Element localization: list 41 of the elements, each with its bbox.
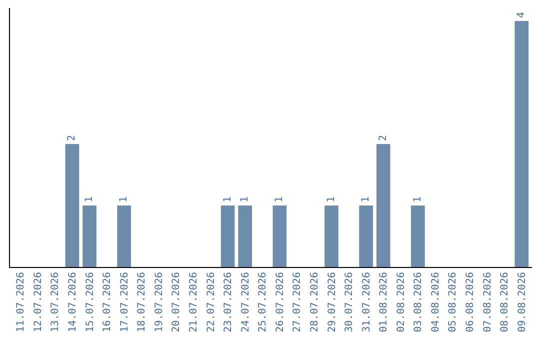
x-tick-label: 29.07.2026 (326, 272, 338, 332)
x-tick-label: 26.07.2026 (274, 272, 286, 332)
x-tick-label: 25.07.2026 (258, 272, 269, 332)
x-tick-label: 07.08.2026 (482, 272, 494, 332)
x-tick-label: 24.07.2026 (240, 272, 252, 332)
data-label: 1 (118, 196, 130, 202)
data-label: 1 (326, 196, 337, 202)
data-label: 1 (240, 196, 251, 202)
x-tick-label: 31.07.2026 (361, 272, 372, 332)
x-tick-label: 16.07.2026 (102, 272, 114, 332)
x-tick-label: 09.08.2026 (516, 272, 528, 332)
data-label: 1 (360, 196, 372, 202)
x-tick-label: 18.07.2026 (136, 272, 148, 332)
x-tick-label: 08.08.2026 (500, 272, 511, 332)
x-tick-label: 22.07.2026 (206, 272, 217, 332)
x-tick-label: 04.08.2026 (430, 272, 442, 332)
x-tick-label: 21.07.2026 (188, 272, 200, 332)
x-tick-label: 01.08.2026 (378, 272, 390, 332)
data-label: 2 (66, 134, 78, 141)
x-tick-label: 30.07.2026 (344, 272, 356, 332)
x-tick-label: 28.07.2026 (309, 272, 320, 332)
data-label: 1 (274, 196, 286, 202)
data-label: 1 (412, 196, 424, 202)
data-label: 1 (84, 196, 96, 202)
x-tick-label: 02.08.2026 (396, 272, 407, 332)
x-tick-label: 17.07.2026 (119, 272, 130, 332)
x-tick-label: 19.07.2026 (154, 272, 165, 332)
x-tick-label: 11.07.2026 (16, 272, 27, 332)
x-tick-label: 15.07.2026 (84, 272, 96, 332)
data-label: 1 (222, 196, 234, 202)
x-tick-label: 23.07.2026 (223, 272, 234, 332)
x-tick-label: 12.07.2026 (32, 272, 44, 332)
x-tick-label: 27.07.2026 (292, 272, 304, 332)
x-tick-label: 05.08.2026 (448, 272, 459, 332)
data-label: 2 (378, 134, 389, 141)
x-tick-label: 20.07.2026 (171, 272, 182, 332)
data-label: 4 (516, 12, 528, 18)
x-tick-label: 13.07.2026 (50, 272, 62, 332)
x-tick-label: 06.08.2026 (465, 272, 476, 332)
x-tick-label: 03.08.2026 (413, 272, 424, 332)
x-tick-label: 14.07.2026 (67, 272, 78, 332)
